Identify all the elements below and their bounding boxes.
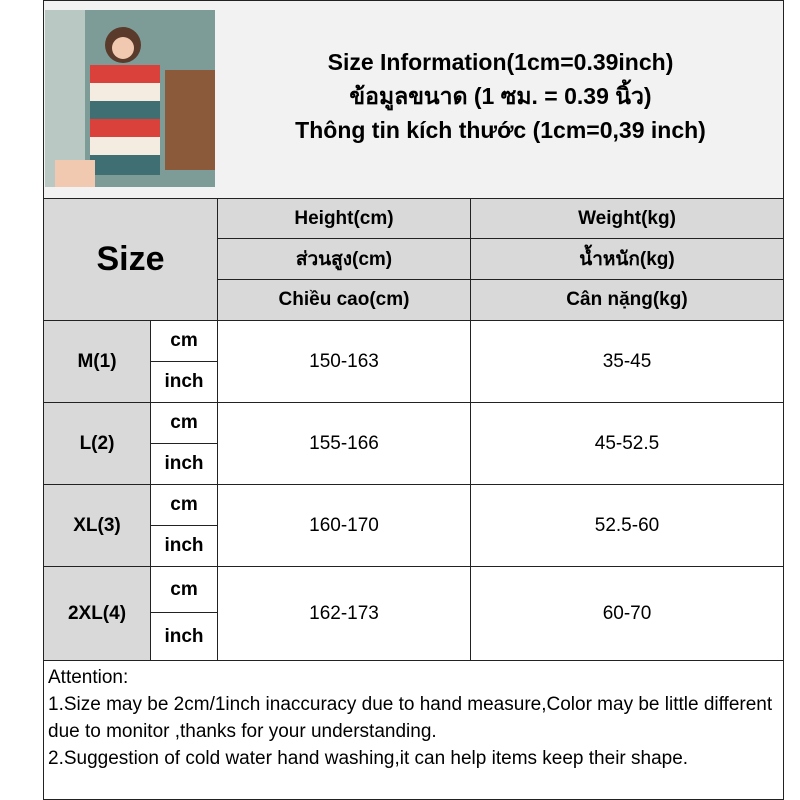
height-value: 162-173 bbox=[217, 566, 471, 661]
weight-value: 52.5-60 bbox=[470, 484, 784, 567]
weight-value: 35-45 bbox=[470, 320, 784, 403]
unit-cm: cm bbox=[150, 484, 218, 526]
size-label: L(2) bbox=[43, 402, 151, 485]
height-header-vi: Chiều cao(cm) bbox=[217, 279, 471, 321]
note-1: 1.Size may be 2cm/1inch inaccuracy due t… bbox=[48, 694, 773, 742]
size-label: XL(3) bbox=[43, 484, 151, 567]
unit-inch: inch bbox=[150, 361, 218, 403]
note-2: 2.Suggestion of cold water hand washing,… bbox=[48, 748, 689, 769]
size-label: 2XL(4) bbox=[43, 566, 151, 661]
title-vietnamese: Thông tin kích thước (1cm=0,39 inch) bbox=[295, 117, 706, 143]
title-english: Size Information(1cm=0.39inch) bbox=[327, 49, 674, 75]
weight-header-vi: Cân nặng(kg) bbox=[470, 279, 784, 321]
notes-heading: Attention: bbox=[48, 667, 129, 688]
size-header: Size bbox=[43, 198, 218, 321]
attention-notes: Attention: 1.Size may be 2cm/1inch inacc… bbox=[43, 660, 784, 800]
unit-cm: cm bbox=[150, 320, 218, 362]
weight-header-en: Weight(kg) bbox=[470, 198, 784, 239]
weight-value: 45-52.5 bbox=[470, 402, 784, 485]
unit-inch: inch bbox=[150, 443, 218, 485]
size-label: M(1) bbox=[43, 320, 151, 403]
unit-inch: inch bbox=[150, 525, 218, 567]
unit-inch: inch bbox=[150, 612, 218, 661]
model-photo-icon bbox=[45, 10, 215, 187]
height-value: 160-170 bbox=[217, 484, 471, 567]
weight-value: 60-70 bbox=[470, 566, 784, 661]
height-value: 155-166 bbox=[217, 402, 471, 485]
unit-cm: cm bbox=[150, 566, 218, 613]
height-value: 150-163 bbox=[217, 320, 471, 403]
unit-cm: cm bbox=[150, 402, 218, 444]
height-header-th: ส่วนสูง(cm) bbox=[217, 238, 471, 280]
weight-header-th: น้ำหนัก(kg) bbox=[470, 238, 784, 280]
height-header-en: Height(cm) bbox=[217, 198, 471, 239]
title-thai: ข้อมูลขนาด (1 ซม. = 0.39 นิ้ว) bbox=[349, 83, 652, 109]
size-info-title: Size Information(1cm=0.39inch) ข้อมูลขนา… bbox=[218, 45, 783, 147]
product-photo bbox=[45, 10, 215, 187]
